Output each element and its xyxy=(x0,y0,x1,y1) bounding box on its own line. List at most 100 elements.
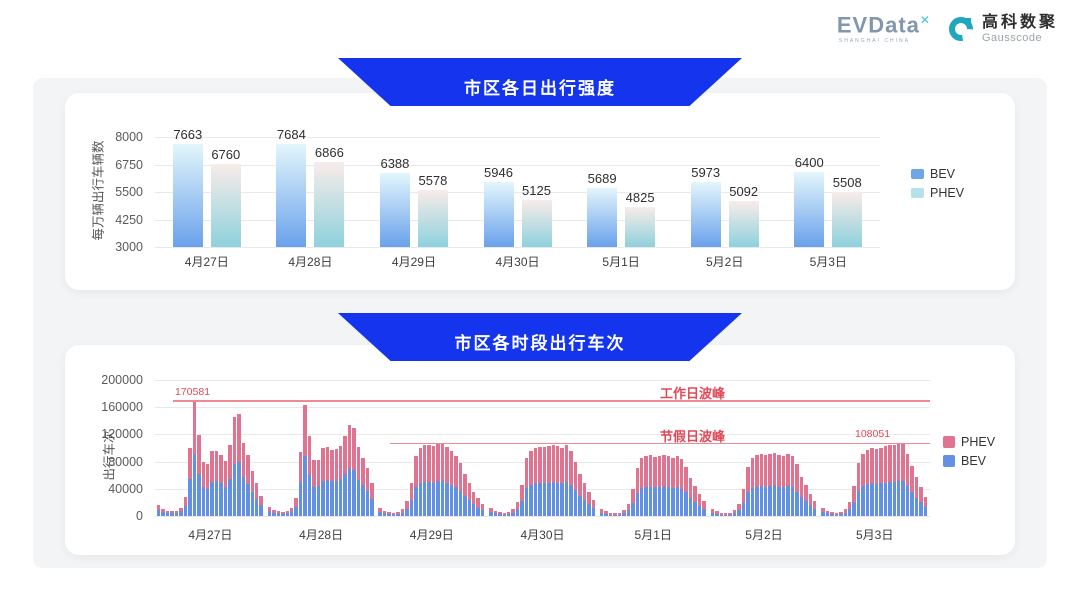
hour-bar[interactable] xyxy=(272,380,276,516)
hour-bar[interactable] xyxy=(759,380,764,516)
hour-bar[interactable] xyxy=(440,380,445,516)
hour-bar[interactable] xyxy=(790,380,795,516)
hour-bar[interactable] xyxy=(702,380,706,516)
hour-bar[interactable] xyxy=(825,380,830,516)
hour-bar[interactable] xyxy=(657,380,662,516)
hour-bar[interactable] xyxy=(874,380,879,516)
hour-bar[interactable] xyxy=(157,380,161,516)
hour-bar[interactable] xyxy=(161,380,165,516)
hour-bar[interactable] xyxy=(467,380,471,516)
hour-bar[interactable] xyxy=(285,380,289,516)
hour-bar[interactable] xyxy=(436,380,440,516)
hour-bar[interactable] xyxy=(498,380,502,516)
hour-bar[interactable] xyxy=(781,380,786,516)
hour-bar[interactable] xyxy=(493,380,498,516)
hour-bar[interactable] xyxy=(897,380,901,516)
hour-bar[interactable] xyxy=(463,380,467,516)
hour-bar[interactable] xyxy=(591,380,596,516)
hour-bar[interactable] xyxy=(214,380,219,516)
hour-bar[interactable] xyxy=(848,380,852,516)
hour-bar[interactable] xyxy=(382,380,387,516)
bev-bar[interactable]: 5689 xyxy=(587,171,618,247)
hour-bar[interactable] xyxy=(454,380,458,516)
hour-bar[interactable] xyxy=(276,380,281,516)
hour-bar[interactable] xyxy=(365,380,370,516)
hour-bar[interactable] xyxy=(458,380,463,516)
hour-bar[interactable] xyxy=(675,380,680,516)
hour-bar[interactable] xyxy=(210,380,214,516)
hour-bar[interactable] xyxy=(197,380,201,516)
hour-bar[interactable] xyxy=(201,380,205,516)
hour-bar[interactable] xyxy=(608,380,613,516)
hour-bar[interactable] xyxy=(294,380,298,516)
hour-bar[interactable] xyxy=(622,380,626,516)
hour-bar[interactable] xyxy=(666,380,671,516)
hour-bar[interactable] xyxy=(821,380,825,516)
hour-bar[interactable] xyxy=(476,380,480,516)
hour-bar[interactable] xyxy=(370,380,374,516)
hour-bar[interactable] xyxy=(631,380,635,516)
hour-bar[interactable] xyxy=(617,380,622,516)
hour-bar[interactable] xyxy=(905,380,910,516)
hour-bar[interactable] xyxy=(542,380,547,516)
hour-bar[interactable] xyxy=(316,380,321,516)
hour-bar[interactable] xyxy=(879,380,883,516)
hour-bar[interactable] xyxy=(587,380,591,516)
hour-bar[interactable] xyxy=(684,380,688,516)
phev-bar[interactable]: 5125 xyxy=(521,183,552,247)
phev-bar[interactable]: 4825 xyxy=(625,190,656,247)
hour-bar[interactable] xyxy=(560,380,564,516)
hour-bar[interactable] xyxy=(259,380,263,516)
hour-bar[interactable] xyxy=(861,380,865,516)
hour-bar[interactable] xyxy=(511,380,515,516)
hour-bar[interactable] xyxy=(312,380,316,516)
hour-bar[interactable] xyxy=(533,380,538,516)
hour-bar[interactable] xyxy=(741,380,746,516)
hour-bar[interactable] xyxy=(737,380,741,516)
hour-bar[interactable] xyxy=(338,380,343,516)
hour-bar[interactable] xyxy=(865,380,870,516)
hour-bar[interactable] xyxy=(808,380,813,516)
hour-bar[interactable] xyxy=(165,380,170,516)
hour-bar[interactable] xyxy=(883,380,888,516)
hour-bar[interactable] xyxy=(409,380,414,516)
hour-bar[interactable] xyxy=(715,380,719,516)
hour-bar[interactable] xyxy=(551,380,555,516)
hour-bar[interactable] xyxy=(538,380,542,516)
hour-bar[interactable] xyxy=(246,380,250,516)
hour-bar[interactable] xyxy=(755,380,759,516)
hour-bar[interactable] xyxy=(914,380,919,516)
hour-bar[interactable] xyxy=(799,380,804,516)
hour-bar[interactable] xyxy=(671,380,675,516)
hour-bar[interactable] xyxy=(746,380,750,516)
hour-bar[interactable] xyxy=(795,380,799,516)
bev-bar[interactable]: 5946 xyxy=(483,165,514,247)
phev-bar[interactable]: 5508 xyxy=(832,175,863,247)
hour-bar[interactable] xyxy=(378,380,382,516)
hour-bar[interactable] xyxy=(303,380,307,516)
legend-item-bev[interactable]: BEV xyxy=(911,167,964,181)
hour-bar[interactable] xyxy=(361,380,365,516)
bev-bar[interactable]: 6400 xyxy=(794,155,825,247)
hour-bar[interactable] xyxy=(391,380,396,516)
hour-bar[interactable] xyxy=(228,380,232,516)
legend-item-phev[interactable]: PHEV xyxy=(943,435,995,449)
hour-bar[interactable] xyxy=(764,380,768,516)
hour-bar[interactable] xyxy=(804,380,808,516)
hour-bar[interactable] xyxy=(502,380,506,516)
hour-bar[interactable] xyxy=(839,380,843,516)
hour-bar[interactable] xyxy=(254,380,259,516)
hour-bar[interactable] xyxy=(777,380,781,516)
hour-bar[interactable] xyxy=(325,380,330,516)
hour-bar[interactable] xyxy=(919,380,923,516)
hour-bar[interactable] xyxy=(237,380,241,516)
hour-bar[interactable] xyxy=(347,380,352,516)
hour-bar[interactable] xyxy=(418,380,422,516)
hour-bar[interactable] xyxy=(653,380,657,516)
phev-bar[interactable]: 6866 xyxy=(314,145,345,247)
hour-bar[interactable] xyxy=(856,380,861,516)
hour-bar[interactable] xyxy=(267,380,272,516)
hour-bar[interactable] xyxy=(719,380,723,516)
hour-bar[interactable] xyxy=(710,380,715,516)
hour-bar[interactable] xyxy=(223,380,228,516)
